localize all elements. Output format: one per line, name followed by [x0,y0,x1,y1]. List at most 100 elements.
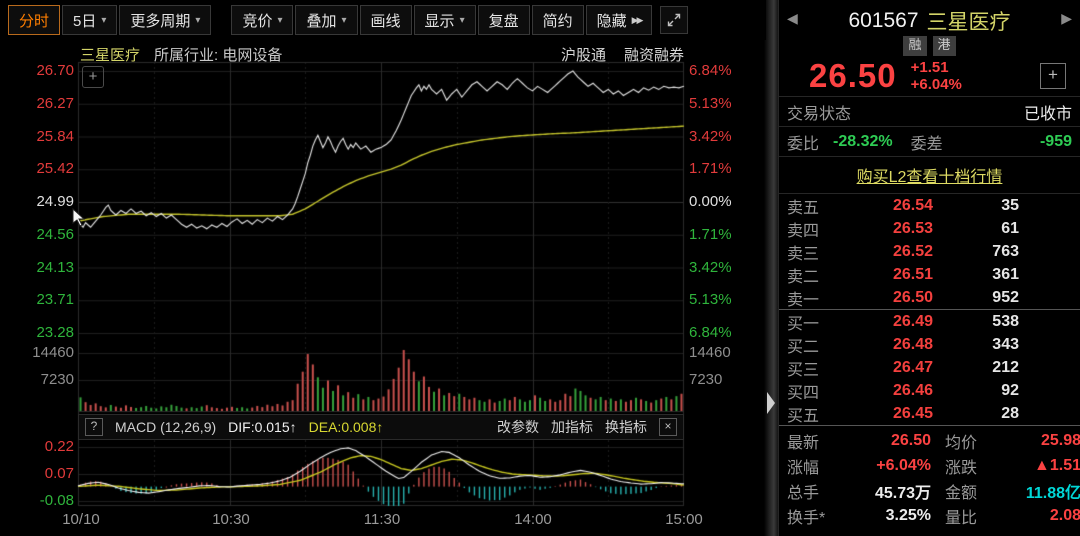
toolbar-label-display: 显示 [424,12,455,30]
dropdown-caret-icon: ▾ [341,14,347,26]
price-axis-label: 24.99 [36,193,74,210]
stats-row: 最新 26.50 均价 25.98 [779,428,1080,453]
macd-edit-params[interactable]: 改参数 [497,419,539,435]
weibi-value: -28.32% [833,132,893,150]
panel-collapse-arrow-icon[interactable] [766,392,776,414]
trade-status-row: 交易状态 已收市 [779,97,1080,126]
dropdown-caret-icon: ▾ [459,14,465,26]
toolbar-button-display[interactable]: 显示 ▾ [413,5,476,35]
macd-dif-value: DIF:0.015↑ [228,419,297,435]
sell-row[interactable]: 卖一 26.50 952 [779,286,1080,309]
price-axis-label: 25.84 [36,127,74,145]
buy-label: 买三 [787,362,820,379]
time-axis-label: 10/10 [62,511,100,528]
industry-label[interactable]: 所属行业: 电网设备 [154,47,283,64]
toolbar-button-hide[interactable]: 隐藏 ▶▶ [585,5,653,35]
price-axis-label: 23.28 [36,324,74,341]
weibi-row: 委比 -28.32% 委差 -959 [779,127,1080,156]
sell-label: 卖一 [787,292,820,309]
buy-label: 买一 [787,316,820,333]
buy-row[interactable]: 买四 26.46 92 [779,379,1080,402]
buy-price: 26.48 [892,336,933,353]
macd-help-button[interactable]: ? [85,418,103,436]
fullscreen-icon[interactable] [660,6,689,34]
toolbar-label-tab-5day: 5日 [73,12,97,30]
stat-label: 最新 [787,434,820,452]
stat-value: 11.88亿 [1025,484,1080,502]
buy-row[interactable]: 买三 26.47 212 [779,356,1080,379]
macd-close-button[interactable]: × [659,418,677,436]
toolbar-button-more-periods[interactable]: 更多周期 ▾ [119,5,212,35]
sell-vol: 35 [1001,197,1019,214]
stat-label: 量比 [945,509,978,527]
toolbar-button-draw-line[interactable]: 画线 [359,5,412,35]
panel-divider[interactable] [764,0,778,536]
stat-value: 45.73万 [874,484,931,502]
quote-panel: ◀ 601567 三星医疗 ▶ 融 港 26.50 +1.51 +6.04% +… [778,0,1080,536]
price-axis-label: 26.70 [36,62,74,79]
add-to-watchlist-button[interactable]: + [1040,63,1066,89]
volume-axis-label: 7230 [689,371,723,388]
chart-canvas[interactable] [0,0,770,536]
crosshair-tool-button[interactable]: + [82,66,104,88]
macd-dea-value: DEA:0.008↑ [308,419,384,435]
toolbar-button-tab-minute[interactable]: 分时 [8,5,61,35]
toolbar-label-tab-minute: 分时 [19,12,50,30]
trade-status-value: 已收市 [1023,105,1072,123]
toolbar-button-simple-mode[interactable]: 简约 [531,5,584,35]
volume-axis-label: 14460 [32,344,74,361]
double-chevron-icon: ▶▶ [631,14,644,25]
stats-row: 涨幅 +6.04% 涨跌 ▲1.51 [779,453,1080,478]
tag-shanghai-connect: 沪股通 [560,47,606,64]
sell-row[interactable]: 卖三 26.52 763 [779,240,1080,263]
stock-badges: 融 港 [779,36,1080,56]
buy-row[interactable]: 买二 26.48 343 [779,333,1080,356]
buy-price: 26.49 [892,313,933,330]
sell-order-book: 卖五 26.54 35 卖四 26.53 61 卖三 26.52 763 卖二 26.51 361 卖一… [779,194,1080,309]
stat-label: 总手 [787,484,820,502]
price-axis-label: 26.27 [36,94,74,112]
toolbar-button-tab-5day[interactable]: 5日 ▾ [62,5,118,35]
price-change-pct: +6.04% [910,76,962,93]
sell-row[interactable]: 卖五 26.54 35 [779,194,1080,217]
buy-vol: 212 [992,359,1019,376]
sell-row[interactable]: 卖二 26.51 361 [779,263,1080,286]
sell-row[interactable]: 卖四 26.53 61 [779,217,1080,240]
sell-vol: 61 [1001,220,1019,237]
toolbar-label-simple-mode: 简约 [542,12,573,30]
stat-value: 2.08 [1049,506,1080,524]
buy-row[interactable]: 买一 26.49 538 [779,310,1080,333]
volume-axis-label: 14460 [689,344,731,361]
weicha-label: 委差 [910,135,943,153]
macd-add-indicator[interactable]: 加指标 [551,419,593,435]
toolbar-button-replay[interactable]: 复盘 [477,5,530,35]
dropdown-caret-icon: ▾ [195,14,201,26]
toolbar-button-auction[interactable]: 竞价 ▾ [231,5,294,35]
buy-vol: 343 [992,336,1019,353]
buy-row[interactable]: 买五 26.45 28 [779,402,1080,425]
macd-title: MACD (12,26,9) [115,419,217,435]
sell-label: 卖三 [787,246,820,263]
next-stock-arrow[interactable]: ▶ [1061,10,1072,26]
macd-switch-indicator[interactable]: 换指标 [605,419,647,435]
macd-axis-label: 0.07 [44,465,74,482]
pct-axis-label: 3.42% [689,127,732,145]
volume-axis-label: 7230 [40,371,74,388]
sell-vol: 952 [992,289,1019,306]
weicha-value: -959 [1039,132,1072,150]
stat-label: 换手* [787,509,826,527]
buy-label: 买二 [787,339,820,356]
stats-row: 总手 45.73万 金额 11.88亿 [779,478,1080,503]
price-axis-label: 23.71 [36,291,74,309]
toolbar-label-overlay: 叠加 [306,12,337,30]
sell-price: 26.50 [892,289,933,306]
toolbar-button-overlay[interactable]: 叠加 ▾ [295,5,358,35]
weibi-label: 委比 [787,135,820,153]
last-price: 26.50 [809,57,897,94]
l2-promo-row: 购买L2查看十档行情 [779,157,1080,193]
buy-l2-link[interactable]: 购买L2查看十档行情 [856,169,1003,186]
prev-stock-arrow[interactable]: ◀ [787,10,798,26]
pct-axis-label: 0.00% [689,193,732,210]
buy-price: 26.46 [892,382,933,399]
stats-row: 换手* 3.25% 量比 2.08 [779,503,1080,528]
